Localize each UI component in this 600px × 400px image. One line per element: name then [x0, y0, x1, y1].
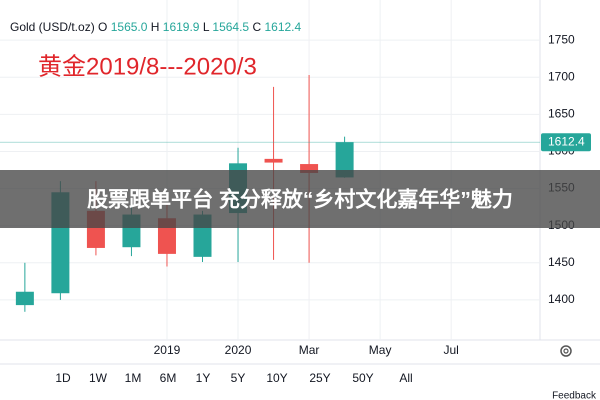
- ohlc-key: L: [203, 20, 210, 34]
- candle-body: [264, 158, 283, 163]
- range-button[interactable]: 1W: [89, 371, 108, 385]
- ohlc-key: O: [98, 20, 107, 34]
- range-button[interactable]: 1M: [125, 371, 142, 385]
- range-button[interactable]: 10Y: [266, 371, 287, 385]
- ohlc-legend: Gold (USD/t.oz) O 1565.0 H 1619.9 L 1564…: [10, 20, 301, 34]
- feedback-link[interactable]: Feedback: [552, 391, 597, 400]
- ohlc-key: H: [151, 20, 160, 34]
- symbol: Gold (USD/t.oz): [10, 20, 95, 34]
- ohlc-value: 1565.0: [111, 20, 148, 34]
- x-tick-label: Jul: [444, 343, 459, 357]
- range-button[interactable]: All: [399, 371, 412, 385]
- ohlc-value: 1564.5: [212, 20, 249, 34]
- candle-body: [335, 142, 354, 178]
- gear: [560, 345, 572, 357]
- range-button[interactable]: 5Y: [231, 371, 246, 385]
- ohlc-value: 1619.9: [163, 20, 200, 34]
- range-button[interactable]: 25Y: [309, 371, 330, 385]
- y-tick-label: 1400: [548, 292, 575, 306]
- x-tick-label: Mar: [299, 343, 320, 357]
- settings-icon[interactable]: [560, 345, 572, 357]
- x-tick-label: 2019: [154, 343, 181, 357]
- ohlc-key: C: [252, 20, 261, 34]
- candle-body: [300, 164, 319, 173]
- last-price-box: [541, 133, 591, 152]
- ohlc-value: 1612.4: [264, 20, 301, 34]
- range-button[interactable]: 1D: [55, 371, 71, 385]
- range-button[interactable]: 1Y: [196, 371, 211, 385]
- y-tick-label: 1650: [548, 106, 575, 120]
- candle-body: [15, 291, 34, 306]
- range-button[interactable]: 6M: [160, 371, 177, 385]
- annotation: 黄金2019/8---2020/3: [38, 53, 257, 80]
- x-tick-label: May: [369, 343, 392, 357]
- y-tick-label: 1700: [548, 69, 575, 83]
- y-tick-label: 1750: [548, 32, 575, 46]
- banner-bg: [0, 170, 600, 228]
- y-tick-label: 1450: [548, 255, 575, 269]
- last-price-label: 1612.4: [548, 134, 585, 148]
- banner-text: 股票跟单平台 充分释放“乡村文化嘉年华”魅力: [87, 188, 513, 212]
- gear-center: [563, 348, 569, 354]
- x-tick-label: 2020: [225, 343, 252, 357]
- range-button[interactable]: 50Y: [352, 371, 373, 385]
